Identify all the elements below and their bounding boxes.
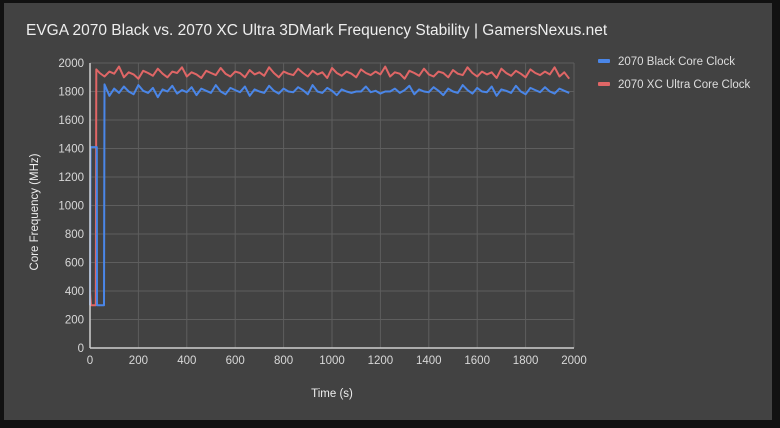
y-tick-label: 1600 [58, 115, 84, 127]
y-tick-label: 800 [65, 229, 84, 241]
y-tick-label: 1200 [58, 172, 84, 184]
chart-title: EVGA 2070 Black vs. 2070 XC Ultra 3DMark… [26, 22, 608, 39]
legend-label-black: 2070 Black Core Clock [618, 56, 735, 68]
x-tick-label: 1800 [513, 355, 539, 367]
y-tick-label: 2000 [58, 58, 84, 70]
y-tick-label: 400 [65, 286, 84, 298]
x-axis-ticks: 0 200 400 600 800 1000 1200 1400 1600 1800 2000 [87, 355, 587, 367]
y-axis-label: Core Frequency (MHz) [29, 153, 41, 270]
x-tick-label: 0 [87, 355, 93, 367]
x-tick-label: 1600 [464, 355, 490, 367]
y-axis-ticks: 0 200 400 600 800 1000 1200 1400 1600 1800 2000 [58, 58, 84, 355]
x-tick-label: 800 [274, 355, 293, 367]
legend: 2070 Black Core Clock 2070 XC Ultra Core… [598, 56, 751, 91]
y-tick-label: 600 [65, 258, 84, 270]
series-line-black [89, 83, 570, 307]
y-tick-label: 200 [65, 315, 84, 327]
y-tick-label: 1400 [58, 144, 84, 156]
y-tick-label: 1800 [58, 87, 84, 99]
gridlines [90, 62, 575, 348]
x-axis-label: Time (s) [311, 388, 353, 400]
x-tick-label: 600 [226, 355, 245, 367]
y-tick-label: 0 [78, 343, 84, 355]
x-tick-label: 1000 [319, 355, 345, 367]
legend-label-xc-ultra: 2070 XC Ultra Core Clock [618, 79, 751, 91]
x-tick-label: 1200 [368, 355, 394, 367]
x-tick-label: 400 [177, 355, 196, 367]
legend-swatch-black [598, 59, 610, 63]
legend-swatch-xc-ultra [598, 82, 610, 86]
series-line-xc-ultra [89, 65, 570, 307]
x-tick-label: 200 [129, 355, 148, 367]
series-lines [89, 65, 570, 307]
x-tick-label: 2000 [561, 355, 587, 367]
x-tick-label: 1400 [416, 355, 442, 367]
y-tick-label: 1000 [58, 201, 84, 213]
